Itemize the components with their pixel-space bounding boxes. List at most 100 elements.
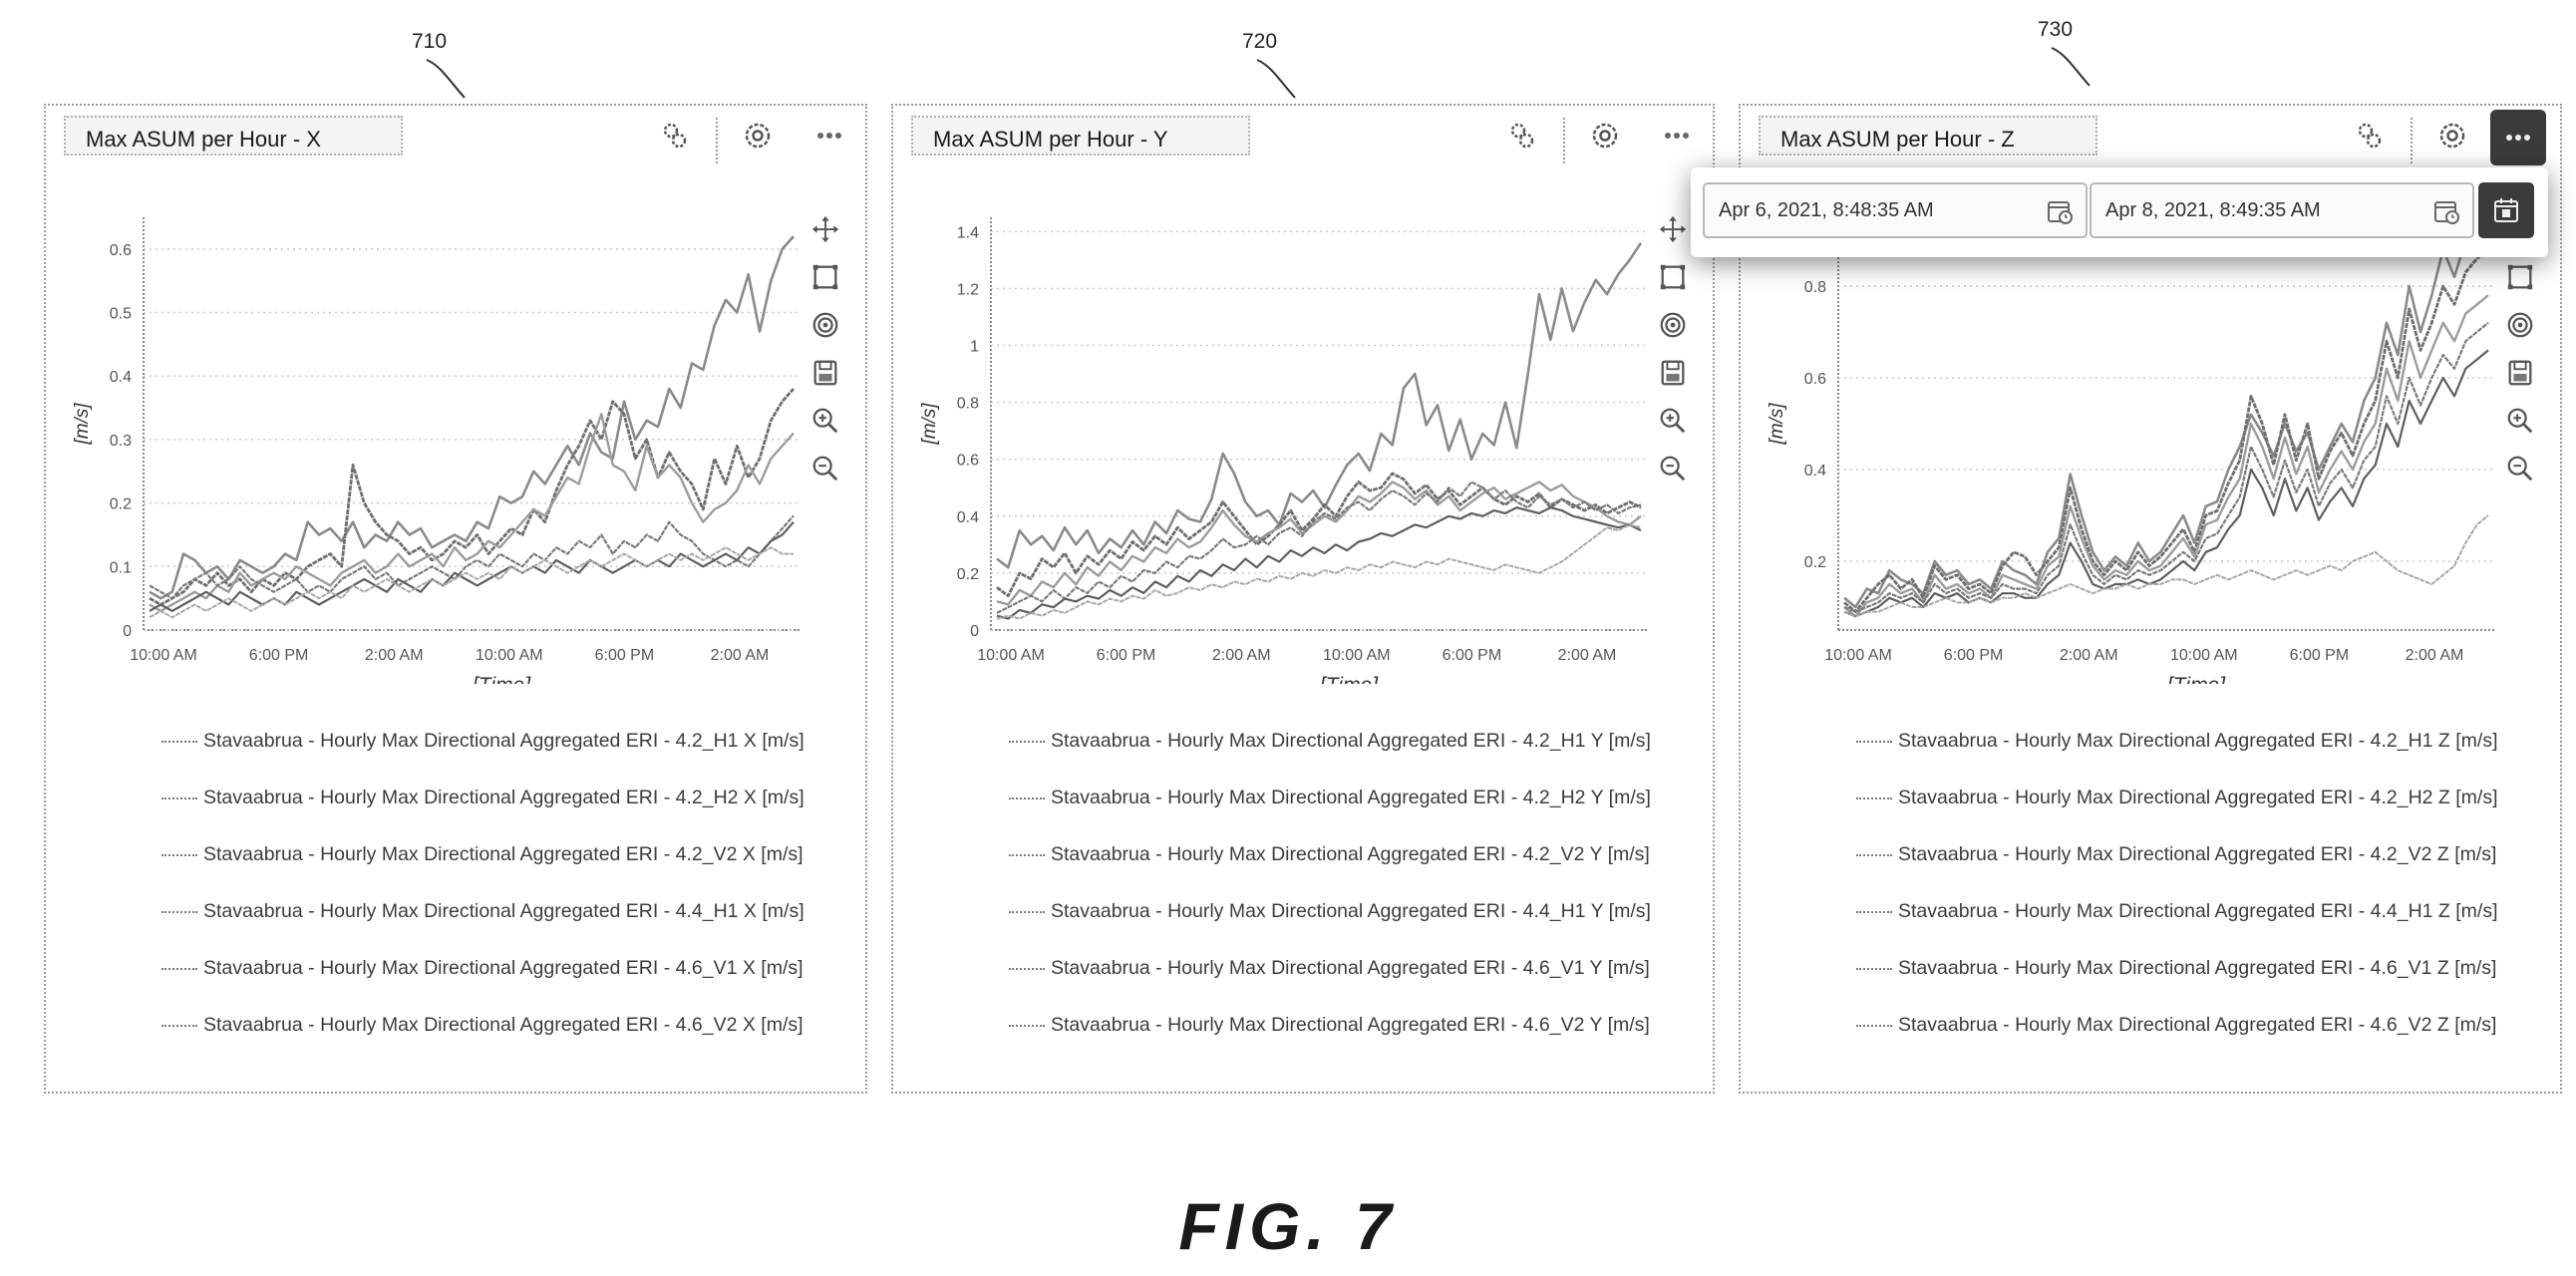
legend-item[interactable]: Stavaabrua - Hourly Max Directional Aggr… [161,843,804,866]
y-tick-label: 0.4 [110,369,132,386]
legend-item[interactable]: Stavaabrua - Hourly Max Directional Aggr… [161,787,805,809]
start-date-field[interactable]: Apr 6, 2021, 8:48:35 AM [1703,182,2088,238]
more-button[interactable] [1657,116,1697,156]
panel-title: Max ASUM per Hour - Z [1780,127,2015,152]
legend-item[interactable]: Stavaabrua - Hourly Max Directional Aggr… [1009,730,1651,753]
legend-label: Stavaabrua - Hourly Max Directional Aggr… [1051,957,1650,979]
series-line[interactable] [1843,220,2489,609]
zoom-out-icon [1660,456,1686,481]
more-icon [2506,135,2530,141]
box-select-icon [2507,264,2533,290]
pan-button[interactable] [807,211,843,247]
legend-item[interactable]: Stavaabrua - Hourly Max Directional Aggr… [1856,730,2498,753]
legend-label: Stavaabrua - Hourly Max Directional Aggr… [203,730,805,752]
series-line[interactable] [149,546,794,619]
calendar-icon [2494,198,2518,222]
panel-title-box: Max ASUM per Hour - Y [911,116,1250,156]
gear-button[interactable] [738,116,778,156]
zoom-out-button[interactable] [2502,451,2538,486]
pan-button[interactable] [1655,211,1691,247]
legend-item[interactable]: Stavaabrua - Hourly Max Directional Aggr… [1009,843,1650,866]
series-line[interactable] [1843,294,2489,618]
save-button[interactable] [807,355,843,391]
gear-button[interactable] [2432,116,2472,156]
zoom-in-button[interactable] [1655,403,1691,439]
legend-item[interactable]: Stavaabrua - Hourly Max Directional Aggr… [1856,787,2498,809]
y-tick-label: 0.1 [110,559,132,576]
settings-cogs-icon [663,123,687,149]
target-button[interactable] [2502,307,2538,343]
more-icon [817,133,841,139]
y-tick-label: 0.6 [957,453,979,470]
line-chart: 0 0.1 0.2 0.3 0.4 0.5 0.6 10:00 AM 6:00 PM 2:00 A… [72,217,800,684]
calendar-button[interactable] [2478,182,2534,238]
save-button[interactable] [2502,355,2538,391]
series-line[interactable] [996,523,1642,620]
x-tick-label: 6:00 PM [2290,647,2350,664]
line-chart: 0 0.2 0.4 0.6 0.8 1 1.2 1.4 10:00 AM 6:00 PM 2:00 … [919,217,1647,684]
legend-item[interactable]: Stavaabrua - Hourly Max Directional Aggr… [1856,843,2496,866]
settings-cogs-button[interactable] [2349,116,2389,156]
settings-cogs-button[interactable] [654,116,694,156]
gear-button[interactable] [1585,116,1625,156]
more-icon [1665,133,1689,139]
legend-label: Stavaabrua - Hourly Max Directional Aggr… [203,1014,804,1036]
legend-swatch [1856,910,1892,913]
series-line[interactable] [996,480,1642,606]
y-tick-label: 0 [970,623,979,640]
legend-item[interactable]: Stavaabrua - Hourly Max Directional Aggr… [1009,787,1651,809]
series-line[interactable] [996,506,1642,620]
series-line[interactable] [149,235,795,600]
save-icon [1661,360,1685,386]
legend-item[interactable]: Stavaabrua - Hourly Max Directional Aggr… [1856,957,2496,980]
box-select-button[interactable] [2502,259,2538,295]
calendar-clock-icon[interactable] [2046,197,2074,225]
legend-swatch [161,1024,197,1027]
legend-item[interactable]: Stavaabrua - Hourly Max Directional Aggr… [1009,957,1650,980]
legend-swatch [161,967,197,970]
zoom-in-button[interactable] [807,403,843,439]
zoom-out-button[interactable] [1655,451,1691,486]
more-button[interactable] [809,116,849,156]
legend-item[interactable]: Stavaabrua - Hourly Max Directional Aggr… [161,730,805,753]
legend-item[interactable]: Stavaabrua - Hourly Max Directional Aggr… [1856,900,2498,923]
end-date-field[interactable]: Apr 8, 2021, 8:49:35 AM [2090,182,2474,238]
y-tick-label: 0.4 [1804,463,1826,479]
x-tick-label: 6:00 PM [1443,647,1502,664]
zoom-out-button[interactable] [807,451,843,486]
series-line[interactable] [1843,248,2489,614]
legend-swatch [161,740,197,743]
series-line[interactable] [1843,321,2489,613]
ref-leader-720 [1256,59,1296,99]
legend-item[interactable]: Stavaabrua - Hourly Max Directional Aggr… [161,900,805,923]
series-line[interactable] [1843,349,2489,618]
y-axis-label: [m/s] [72,403,93,446]
box-select-button[interactable] [807,259,843,295]
target-button[interactable] [807,307,843,343]
settings-cogs-icon [1510,123,1534,149]
legend-item[interactable]: Stavaabrua - Hourly Max Directional Aggr… [161,1014,804,1037]
zoom-in-button[interactable] [2502,403,2538,439]
legend-item[interactable]: Stavaabrua - Hourly Max Directional Aggr… [1009,900,1651,923]
save-button[interactable] [1655,355,1691,391]
y-tick-label: 1 [970,338,979,355]
more-button[interactable] [2490,110,2546,165]
x-axis-label: [Time] [472,674,531,684]
legend-item[interactable]: Stavaabrua - Hourly Max Directional Aggr… [1009,1014,1650,1037]
calendar-clock-icon[interactable] [2432,197,2460,225]
series-line[interactable] [1843,514,2489,618]
legend-item[interactable]: Stavaabrua - Hourly Max Directional Aggr… [1856,1014,2496,1037]
series-line[interactable] [149,388,796,606]
zoom-in-icon [2507,408,2533,434]
series-line[interactable] [996,480,1642,614]
x-tick-label: 10:00 AM [2170,647,2238,664]
series-line[interactable] [149,514,795,600]
panel-title: Max ASUM per Hour - X [86,127,321,152]
legend-item[interactable]: Stavaabrua - Hourly Max Directional Aggr… [161,957,804,980]
box-select-button[interactable] [1655,259,1691,295]
legend-swatch [161,910,197,913]
settings-cogs-button[interactable] [1501,116,1541,156]
target-button[interactable] [1655,307,1691,343]
series-line[interactable] [996,241,1643,569]
series-line[interactable] [996,472,1642,598]
